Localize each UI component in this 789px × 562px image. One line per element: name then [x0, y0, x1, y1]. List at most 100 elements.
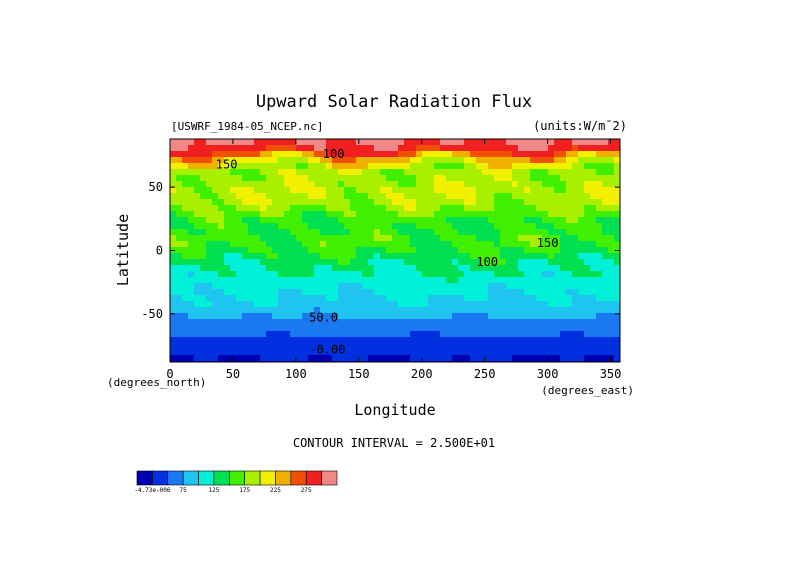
heatmap-cell	[392, 223, 399, 230]
heatmap-cell	[500, 349, 507, 356]
heatmap-cell	[284, 277, 291, 284]
heatmap-cell	[560, 229, 567, 236]
heatmap-cell	[602, 157, 609, 164]
heatmap-cell	[230, 331, 237, 338]
heatmap-cell	[596, 229, 603, 236]
heatmap-cell	[200, 271, 207, 278]
heatmap-cell	[314, 319, 321, 326]
heatmap-cell	[254, 331, 261, 338]
heatmap-cell	[200, 247, 207, 254]
heatmap-cell	[218, 355, 225, 362]
heatmap-cell	[440, 169, 447, 176]
heatmap-cell	[506, 235, 513, 242]
heatmap-cell	[224, 337, 231, 344]
heatmap-cell	[326, 301, 333, 308]
heatmap-cell	[212, 235, 219, 242]
heatmap-cell	[332, 157, 339, 164]
heatmap-cell	[584, 205, 591, 212]
heatmap-cell	[386, 355, 393, 362]
heatmap-cell	[560, 223, 567, 230]
heatmap-cell	[428, 277, 435, 284]
heatmap-cell	[470, 223, 477, 230]
heatmap-cell	[410, 193, 417, 200]
heatmap-cell	[410, 313, 417, 320]
heatmap-cell	[326, 277, 333, 284]
heatmap-cell	[368, 223, 375, 230]
heatmap-cell	[248, 319, 255, 326]
heatmap-cell	[326, 151, 333, 158]
heatmap-cell	[482, 301, 489, 308]
heatmap-cell	[590, 217, 597, 224]
heatmap-cell	[260, 235, 267, 242]
heatmap-cell	[614, 313, 620, 320]
heatmap-cell	[194, 205, 201, 212]
heatmap-cell	[308, 175, 315, 182]
heatmap-cell	[176, 199, 183, 206]
heatmap-cell	[170, 217, 177, 224]
heatmap-cell	[248, 289, 255, 296]
heatmap-cell	[224, 271, 231, 278]
heatmap-cell	[452, 157, 459, 164]
heatmap-cell	[272, 337, 279, 344]
heatmap-cell	[482, 235, 489, 242]
heatmap-cell	[296, 247, 303, 254]
heatmap-cell	[560, 289, 567, 296]
heatmap-cell	[284, 259, 291, 266]
heatmap-cell	[512, 145, 519, 152]
heatmap-cell	[506, 223, 513, 230]
heatmap-cell	[578, 319, 585, 326]
heatmap-cell	[338, 307, 345, 314]
heatmap-cell	[188, 193, 195, 200]
colorbar-swatch	[213, 470, 230, 486]
heatmap-cell	[530, 247, 537, 254]
heatmap-cell	[446, 313, 453, 320]
heatmap-cell	[518, 181, 525, 188]
heatmap-cell	[188, 211, 195, 218]
x-tick-label: 150	[348, 367, 370, 381]
heatmap-cell	[530, 349, 537, 356]
heatmap-cell	[320, 283, 327, 290]
heatmap-cell	[446, 301, 453, 308]
heatmap-cell	[500, 343, 507, 350]
heatmap-cell	[248, 349, 255, 356]
heatmap-cell	[188, 325, 195, 332]
heatmap-cell	[500, 259, 507, 266]
heatmap-cell	[422, 211, 429, 218]
heatmap-cell	[506, 265, 513, 272]
heatmap-cell	[500, 295, 507, 302]
heatmap-cell	[254, 319, 261, 326]
heatmap-cell	[464, 145, 471, 152]
heatmap-cell	[614, 169, 620, 176]
heatmap-cell	[560, 247, 567, 254]
heatmap-cell	[524, 181, 531, 188]
heatmap-cell	[530, 169, 537, 176]
heatmap-cell	[266, 313, 273, 320]
heatmap-cell	[512, 181, 519, 188]
heatmap-cell	[566, 175, 573, 182]
heatmap-cell	[302, 355, 309, 362]
heatmap-cell	[494, 187, 501, 194]
heatmap-cell	[512, 205, 519, 212]
heatmap-cell	[596, 235, 603, 242]
heatmap-cell	[422, 331, 429, 338]
heatmap-cell	[206, 175, 213, 182]
heatmap-cell	[320, 217, 327, 224]
heatmap-cell	[260, 217, 267, 224]
heatmap-cell	[368, 265, 375, 272]
heatmap-cell	[416, 277, 423, 284]
heatmap-cell	[446, 247, 453, 254]
heatmap-cell	[422, 241, 429, 248]
heatmap-cell	[428, 157, 435, 164]
heatmap-cell	[434, 193, 441, 200]
heatmap-cell	[194, 301, 201, 308]
heatmap-cell	[398, 277, 405, 284]
heatmap-cell	[218, 163, 225, 170]
heatmap-cell	[470, 253, 477, 260]
heatmap-cell	[524, 325, 531, 332]
heatmap-cell	[206, 211, 213, 218]
heatmap-cell	[536, 295, 543, 302]
heatmap-cell	[254, 205, 261, 212]
heatmap-cell	[260, 307, 267, 314]
heatmap-cell	[182, 337, 189, 344]
heatmap-cell	[212, 259, 219, 266]
